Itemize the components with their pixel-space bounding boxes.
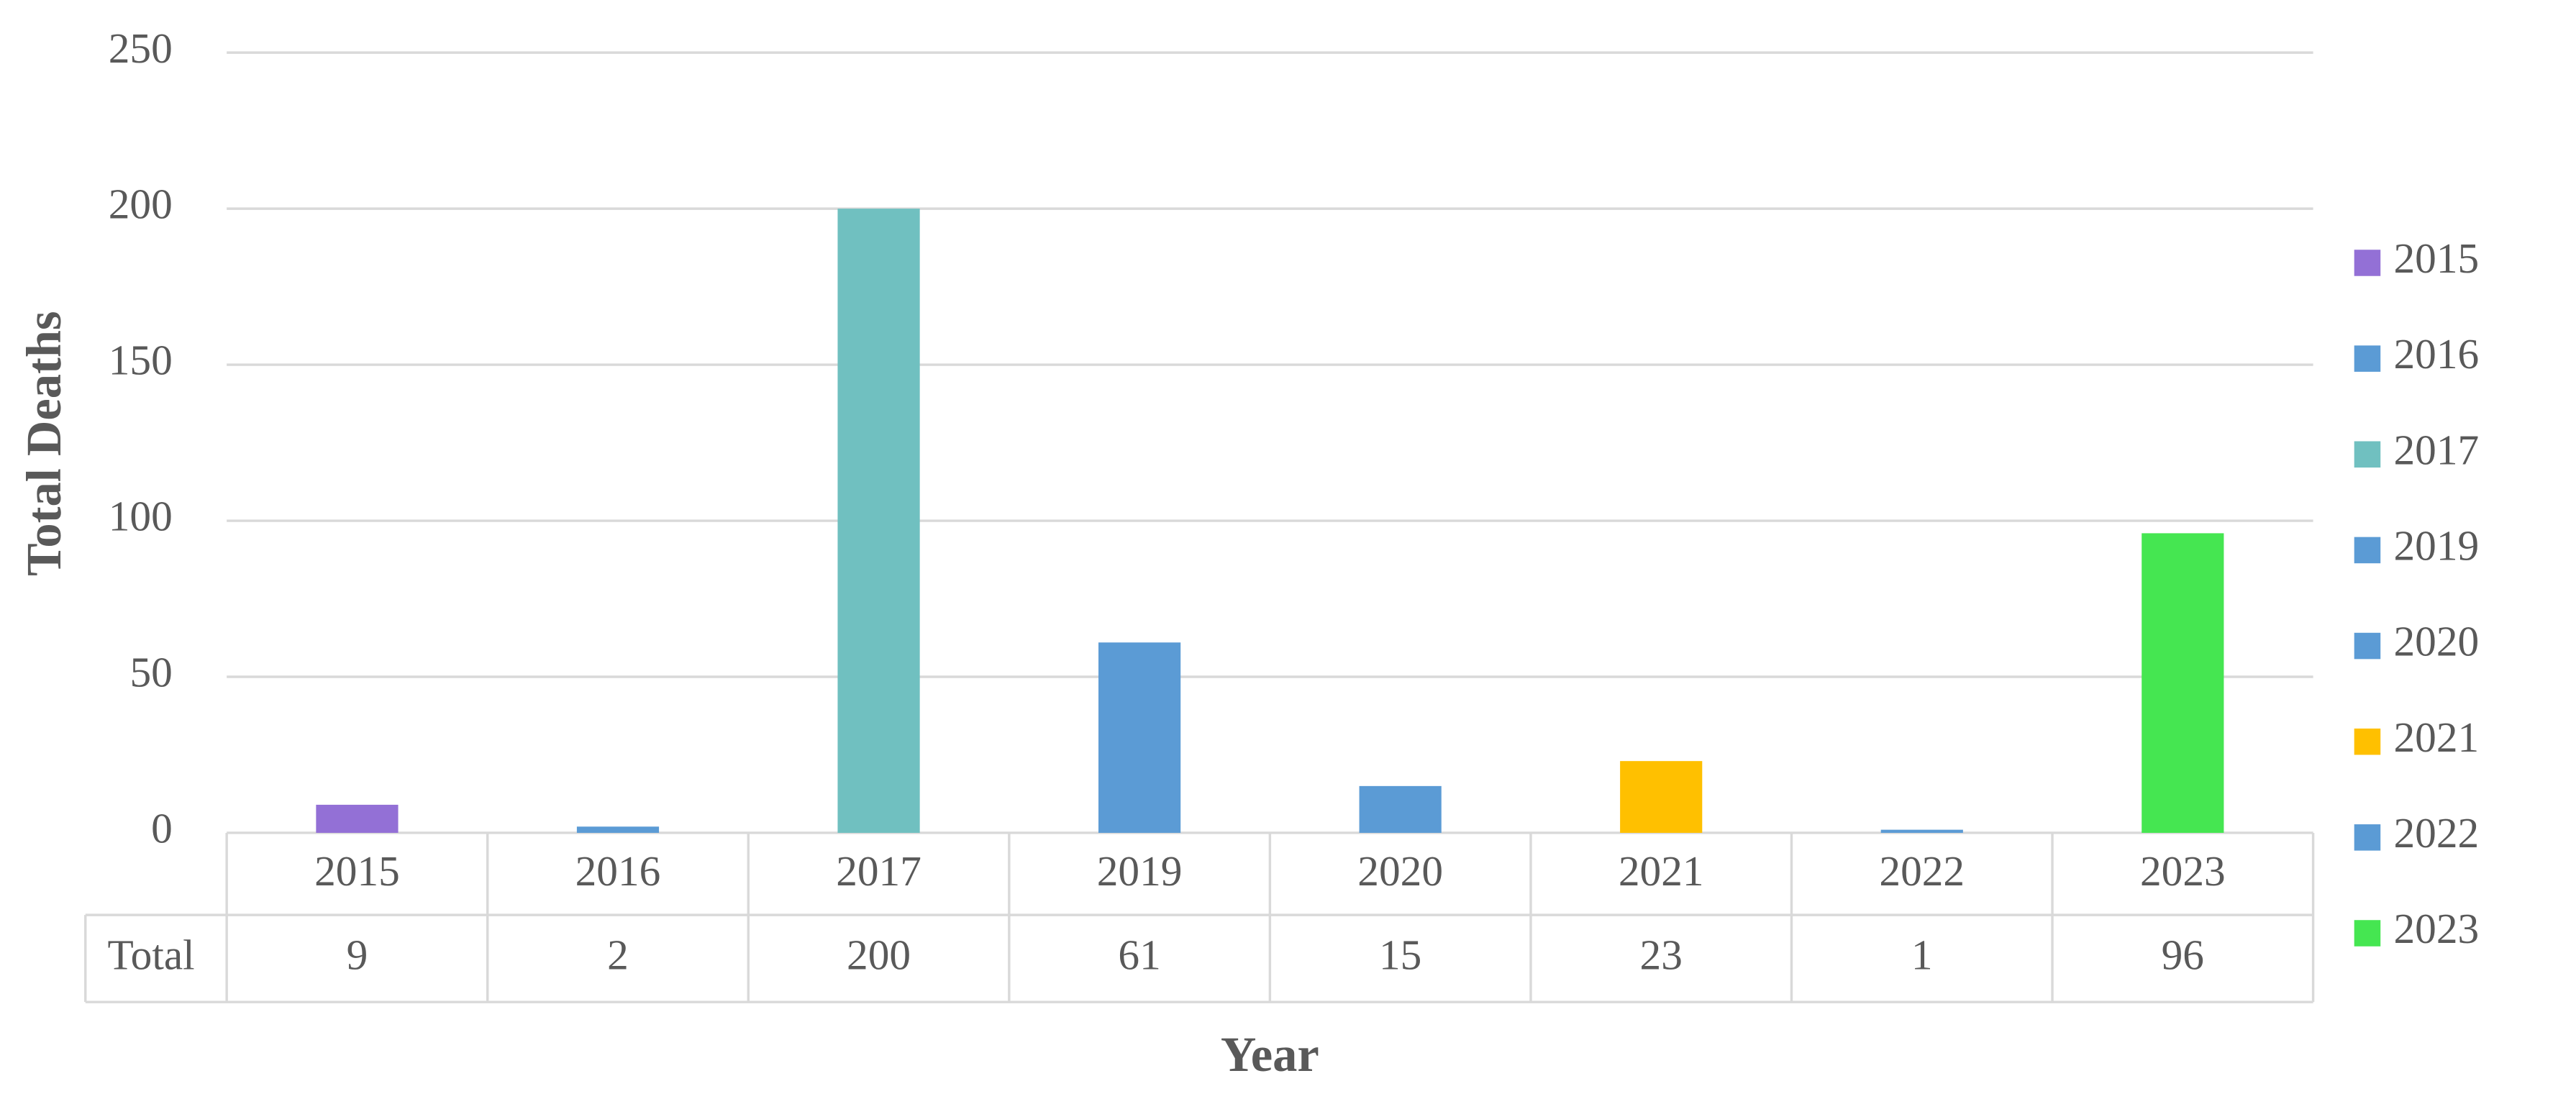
legend-label: 2023 [2393, 905, 2479, 952]
legend-label: 2022 [2393, 809, 2479, 857]
legend-swatch [2354, 441, 2381, 468]
bar [1880, 829, 1963, 833]
bar [2142, 533, 2224, 833]
legend-swatch [2354, 632, 2381, 660]
table-value: 96 [2162, 931, 2204, 978]
y-tick-label: 100 [109, 493, 173, 540]
y-axis-title: Total Deaths [17, 311, 71, 576]
y-tick-label: 150 [109, 337, 173, 384]
x-tick-label: 2019 [1097, 847, 1183, 895]
x-tick-label: 2023 [2140, 847, 2226, 895]
table-value: 15 [1379, 931, 1421, 978]
legend-label: 2017 [2393, 426, 2479, 473]
legend-swatch [2354, 920, 2381, 947]
legend-label: 2019 [2393, 522, 2479, 570]
legend-label: 2020 [2393, 618, 2479, 665]
legend-label: 2015 [2393, 234, 2479, 282]
table-value: 2 [607, 931, 629, 978]
y-tick-label: 250 [109, 24, 173, 72]
legend-swatch [2354, 250, 2381, 276]
bar [1098, 642, 1181, 833]
legend-label: 2016 [2393, 330, 2479, 378]
x-tick-label: 2022 [1879, 847, 1965, 895]
table-value: 9 [347, 931, 368, 978]
x-tick-label: 2015 [314, 847, 400, 895]
bar [1359, 785, 1442, 833]
x-tick-label: 2017 [836, 847, 921, 895]
legend-label: 2021 [2393, 713, 2479, 761]
y-tick-label: 200 [109, 181, 173, 228]
x-tick-label: 2020 [1357, 847, 1443, 895]
legend-swatch [2354, 824, 2381, 851]
bar [1620, 761, 1703, 833]
bar [316, 804, 399, 833]
x-tick-label: 2021 [1619, 847, 1704, 895]
legend-swatch [2354, 728, 2381, 755]
bar [837, 209, 920, 833]
x-axis-title: Year [1221, 1027, 1319, 1082]
table-row-label: Total [108, 931, 195, 978]
legend-swatch [2354, 537, 2381, 564]
y-tick-label: 50 [129, 649, 172, 696]
table-value: 1 [1911, 931, 1933, 978]
y-tick-label: 0 [151, 805, 173, 852]
legend-swatch [2354, 345, 2381, 372]
table-value: 200 [847, 931, 911, 978]
x-tick-label: 2016 [575, 847, 661, 895]
table-value: 23 [1640, 931, 1683, 978]
table-value: 61 [1118, 931, 1160, 978]
bar [576, 826, 660, 833]
